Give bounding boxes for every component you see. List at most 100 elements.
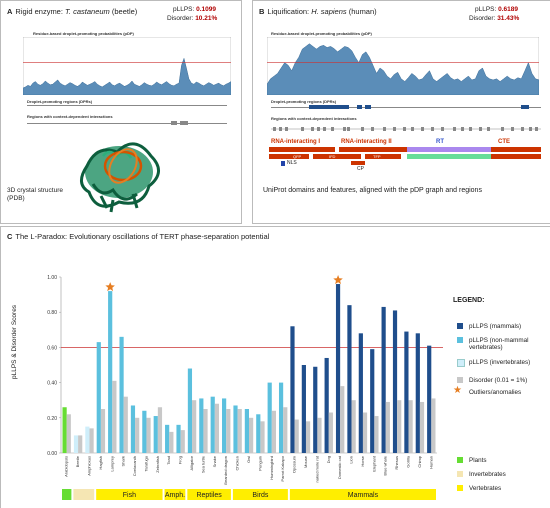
context-region [301,127,304,131]
bar-disorder [123,396,128,453]
x-tick-label: Lamprey [109,456,114,472]
x-tick-label: Alligator [189,455,194,470]
panel-a-title: A Rigid enzyme: T. castaneum (beetle) [7,7,137,16]
panel-b-title: B Liquification: H. sapiens (human) [259,7,377,16]
panel-a: A Rigid enzyme: T. castaneum (beetle) pLL… [0,0,242,224]
bar-pllps [370,349,375,453]
legend-outlier-star-icon: ★ [453,385,462,396]
panel-b-disorder: Disorder: 31.43% [469,15,520,22]
group-label: Reptiles [196,492,222,499]
category-legend-swatch [457,485,463,491]
bar-pllps [278,382,284,453]
x-tick-label: Rhesus [394,456,399,470]
context-region [361,127,364,131]
category-legend-label: Invertebrates [469,471,506,478]
bar-pllps [130,405,136,453]
bar-pllps [73,435,79,453]
y-tick-label: 0.20 [47,416,57,422]
x-tick-label: Arabidopsis [64,456,69,477]
legend-title: LEGEND: [453,297,485,304]
panel-b-pllps-value: 0.6189 [498,6,519,13]
bar-disorder [351,400,356,453]
x-tick-label: Hummingbird [269,456,274,480]
bar-disorder [135,417,140,453]
bar-pllps [335,284,341,453]
legend-item-label: Disorder (0.01 = 1%) [469,377,528,384]
subdomain-bar-rt [407,154,491,159]
context-region [461,127,464,131]
domain-label-rna2: RNA-interacting II [341,139,392,145]
legend-swatch [457,359,465,367]
panel-b-caption: UniProt domains and features, aligned wi… [263,187,482,194]
subdomain-label-tfp: TFP [373,154,381,159]
context-region [285,127,288,131]
bar-disorder [362,412,368,453]
x-tick-label: Lion [349,456,354,464]
x-tick-label: Snake [212,455,217,467]
x-tick-label: Parrot Kakapo [280,455,285,481]
bar-pllps [427,345,432,453]
context-region [535,127,538,131]
context-region [441,127,444,131]
panel-a-species: T. castaneum [65,7,110,16]
x-tick-label: Chimp [417,455,422,467]
panel-a-dpr-track [27,105,227,106]
context-region [347,127,350,131]
bar-pllps [165,424,170,453]
bar-disorder [157,407,163,453]
subdomain-bar-cte [491,154,541,159]
legend-item-label: Outliers/anomalies [469,389,522,396]
bar-pllps [108,291,113,453]
x-tick-label: Owl [246,456,251,463]
x-tick-label: Shark [121,456,126,466]
bar-disorder [249,417,254,453]
panel-b-disorder-value: 31.43% [497,15,520,22]
bar-pllps [256,414,261,453]
bar-disorder [237,409,242,453]
cp-bar [351,161,365,165]
bar-disorder [203,409,208,453]
group-label: Birds [252,492,268,499]
context-region [273,127,276,131]
bar-pllps [153,416,158,453]
bar-pllps [404,331,409,453]
bar-pllps [301,365,306,453]
panel-a-structure-caption: 3D crystal structure (PDB) [7,187,63,202]
bar-disorder [169,431,174,453]
x-tick-label: Elephant [371,455,376,472]
subdomain-label-qfp: QFP [293,154,302,159]
bar-pllps [290,326,295,453]
outlier-star-icon [333,275,343,285]
panel-b-profile-title: Residue-based droplet-promoting probabil… [271,31,372,36]
panel-b-dpr-region [365,105,371,109]
context-region [393,127,396,131]
group-label: Fish [123,492,136,499]
legend-swatch [457,377,463,383]
bar-disorder [328,412,333,453]
x-tick-label: Hagfish [98,456,103,470]
x-tick-label: Mouse [303,455,308,468]
bar-disorder [146,417,151,453]
bar-disorder [214,403,220,453]
x-tick-label: Chicken [235,456,240,470]
x-tick-label: Sea turtle [200,455,205,473]
group-band [73,489,95,500]
legend-item-label: pLLPS (non-mammal vertebrates) [469,337,529,351]
context-region [479,127,482,131]
domain-label-rt: RT [436,139,444,145]
context-region [469,127,472,131]
bar-disorder [89,428,94,453]
panel-a-context-region [180,121,188,125]
domain-bar-rna1 [269,147,335,152]
bar-pllps [199,398,204,453]
context-region [331,127,334,131]
x-tick-label: Domestic cat [337,455,342,479]
legend-swatch [457,323,463,329]
context-region [383,127,386,131]
bar-disorder [305,421,311,453]
x-tick-label: Toad [166,456,171,465]
bar-pllps [210,396,215,453]
group-band [164,489,186,500]
context-region [421,127,424,131]
group-label: Amph. [165,492,185,499]
